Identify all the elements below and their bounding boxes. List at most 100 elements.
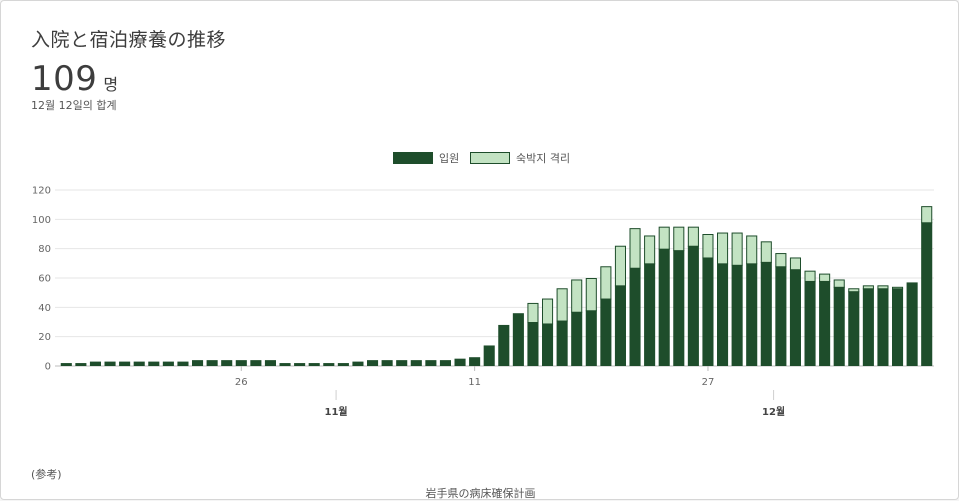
chart-legend: 입원 숙박지 격리 [1, 150, 959, 166]
bar-hotel [819, 273, 831, 282]
bar-hospital [542, 323, 554, 366]
date-summary: 12월 12일의 합계 [31, 99, 117, 112]
bar-hotel [848, 288, 860, 293]
bar-hotel [600, 266, 612, 300]
bar-hotel [542, 298, 554, 325]
bar-hospital [104, 361, 116, 366]
bar-hospital [600, 298, 612, 366]
bar-hotel [556, 288, 568, 322]
bar-hospital [308, 363, 320, 366]
x-tick-label: 11 [468, 377, 481, 388]
y-tick-label: 80 [38, 244, 51, 255]
bar-hospital [469, 357, 481, 366]
bar-hospital [221, 360, 233, 366]
bar-hospital [571, 311, 583, 366]
bar-hospital [410, 360, 422, 366]
bar-hospital [396, 360, 408, 366]
bar-hospital [848, 291, 860, 366]
bar-hospital [425, 360, 437, 366]
bar-hospital [381, 360, 393, 366]
bar-hospital [264, 360, 276, 366]
bar-hospital [454, 358, 466, 366]
bar-hospital [804, 280, 816, 366]
bar-hospital [89, 361, 101, 366]
bar-hotel [760, 241, 772, 263]
bar-hospital [717, 263, 729, 366]
y-tick-label: 120 [32, 186, 51, 197]
y-tick-label: 100 [32, 215, 51, 226]
bar-hospital [206, 360, 218, 366]
legend-item-hotel[interactable]: 숙박지 격리 [470, 150, 570, 166]
bar-hospital [658, 248, 670, 366]
total-value: 109 [31, 59, 98, 99]
bar-hotel [862, 285, 874, 290]
bar-hotel [789, 257, 802, 271]
bar-hospital [629, 267, 641, 366]
legend-label-hotel: 숙박지 격리 [516, 152, 571, 165]
bar-hospital [527, 322, 539, 366]
bar-hotel [629, 228, 641, 269]
bar-hotel [644, 235, 656, 265]
bar-hospital [323, 363, 335, 366]
bar-hospital [512, 313, 524, 366]
bar-hospital [337, 363, 349, 366]
bar-hospital [585, 310, 597, 366]
bar-hospital [819, 280, 831, 366]
bar-hospital [439, 360, 451, 366]
bar-hospital [75, 363, 87, 366]
total-unit: 명 [103, 75, 119, 94]
bar-hospital [921, 222, 933, 366]
bar-hotel [673, 226, 685, 252]
bar-hotel [614, 245, 627, 287]
bar-hospital [294, 363, 306, 366]
bar-hotel [585, 278, 597, 312]
bar-hotel [717, 232, 729, 265]
bar-hospital [352, 361, 364, 366]
y-tick-label: 0 [45, 362, 51, 373]
bar-hospital [556, 320, 568, 366]
bar-hospital [746, 263, 758, 366]
legend-swatch-hotel [470, 152, 510, 164]
bar-hotel [571, 279, 583, 313]
bar-hospital [614, 285, 626, 366]
bar-hospital [177, 361, 189, 366]
bar-hospital [162, 361, 174, 366]
bar-hospital [877, 288, 889, 366]
bar-hospital [498, 324, 510, 366]
bar-hospital [731, 264, 743, 366]
month-label: 11월 [325, 406, 348, 418]
y-tick-label: 20 [38, 332, 51, 343]
x-tick-label: 26 [235, 377, 248, 388]
bar-hospital [687, 245, 699, 366]
y-tick-label: 60 [38, 274, 51, 285]
bar-hotel [804, 270, 816, 282]
legend-swatch-hospital [393, 152, 433, 164]
reference-note: (参考) [31, 468, 62, 481]
y-tick-label: 40 [38, 303, 51, 314]
bar-hotel [877, 285, 889, 290]
bar-hospital [789, 269, 801, 366]
bar-hotel [833, 279, 845, 288]
bar-hospital [892, 288, 904, 366]
total-count: 109 명 [31, 59, 118, 99]
bar-hospital [775, 266, 787, 366]
bar-hospital [862, 288, 874, 366]
legend-item-hospital[interactable]: 입원 [393, 150, 459, 166]
bar-hotel [892, 286, 904, 290]
month-label: 12월 [762, 406, 785, 418]
bar-hospital [60, 363, 72, 366]
bar-hotel [527, 302, 539, 323]
reference-caption: 岩手県の病床確保計画 [425, 487, 536, 500]
bar-hospital [673, 250, 685, 366]
bar-hospital [148, 361, 160, 366]
bar-hospital [483, 345, 495, 366]
bar-hospital [133, 361, 145, 366]
bar-hospital [279, 363, 291, 366]
bar-hospital [192, 360, 204, 366]
bar-hotel [746, 235, 758, 265]
bar-hotel [731, 232, 743, 266]
bar-hotel [775, 253, 787, 268]
card-title: 入院と宿泊療養の推移 [31, 29, 227, 51]
